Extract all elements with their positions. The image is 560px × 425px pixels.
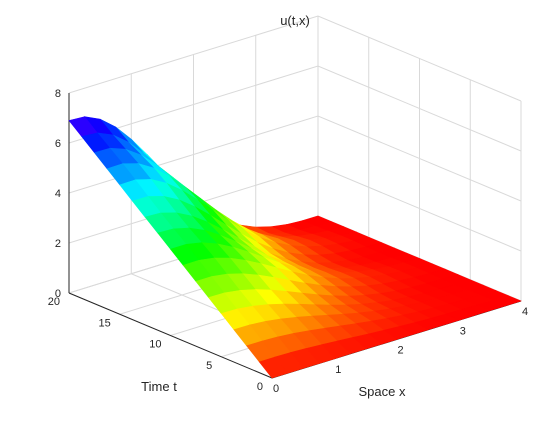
t-tick-label-0: 0 (257, 381, 263, 393)
z-tick-label-2: 4 (55, 188, 61, 200)
t-tick-label-4: 20 (48, 296, 60, 308)
chart-title: u(t,x) (280, 13, 310, 28)
grid-line-z-4 (68, 15, 522, 102)
t-tick-label-1: 5 (206, 360, 212, 372)
x-axis-label: Space x (359, 384, 406, 399)
x-tick-label-3: 3 (460, 325, 466, 337)
z-tick-label-1: 2 (55, 238, 61, 250)
x-tick-label-2: 2 (397, 345, 403, 357)
z-tick-label-4: 8 (55, 88, 61, 100)
grid-line-z-3 (68, 65, 522, 152)
z-tick-label-0: 0 (55, 288, 61, 300)
t-axis-line (68, 292, 273, 379)
surface (68, 116, 522, 379)
surface-patch-0-0 (258, 356, 289, 379)
x-tick-label-4: 4 (522, 306, 528, 318)
y-axis-label: Time t (141, 379, 177, 394)
x-tick-label-1: 1 (335, 364, 341, 376)
z-tick-label-3: 6 (55, 138, 61, 150)
t-tick-label-3: 15 (99, 317, 111, 329)
x-tick-label-0: 0 (273, 383, 279, 395)
t-tick-label-2: 10 (149, 339, 161, 351)
